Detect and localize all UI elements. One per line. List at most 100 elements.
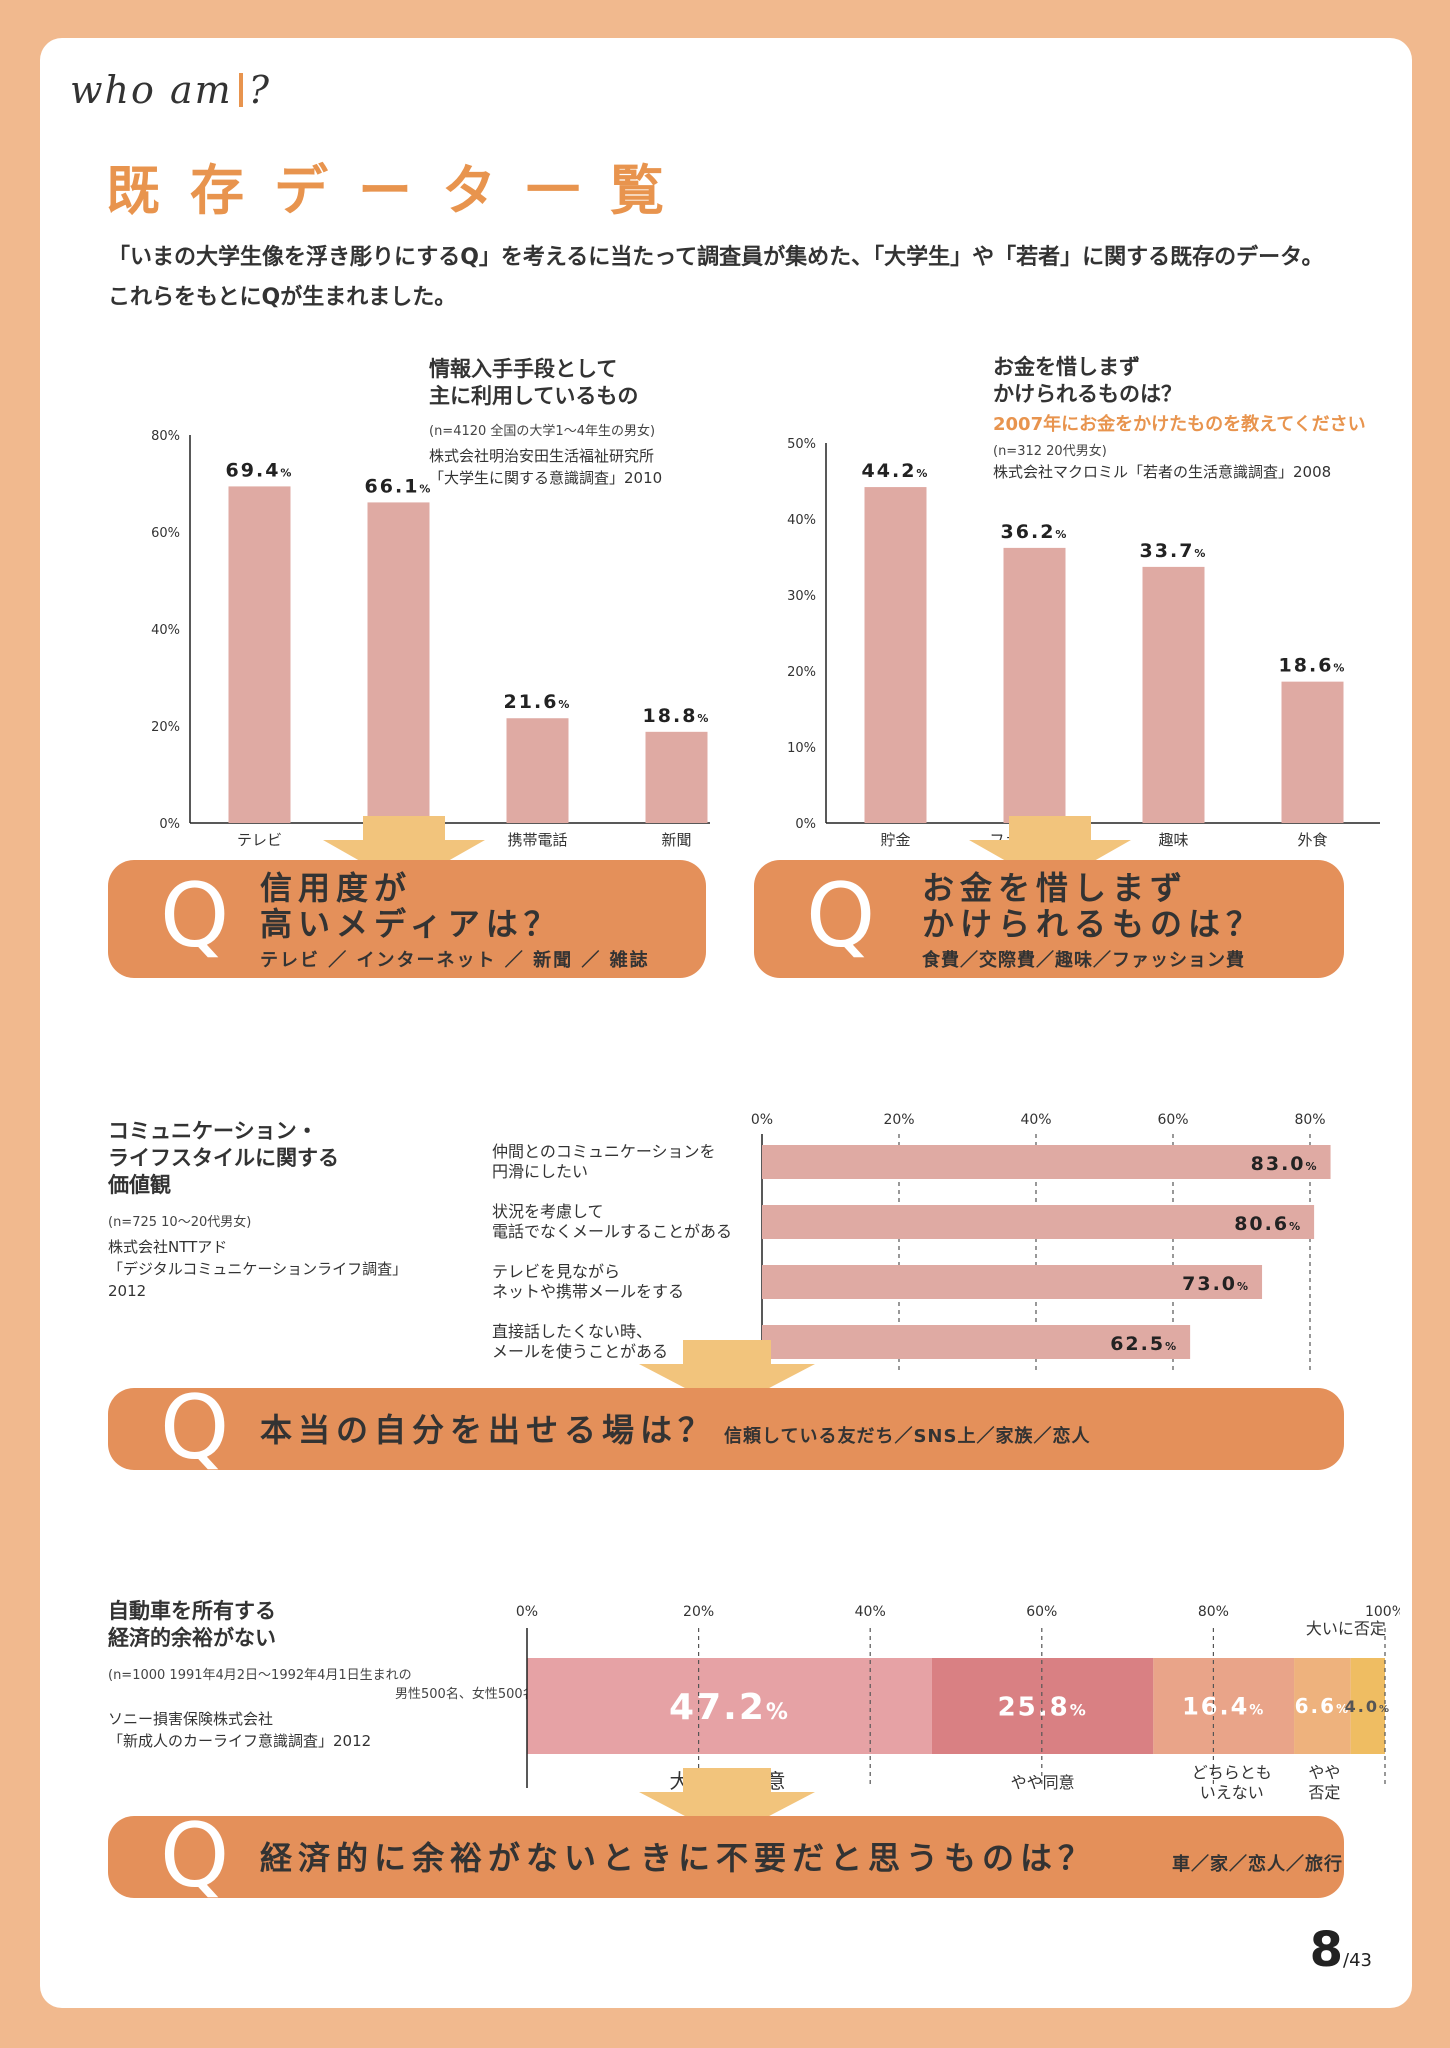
segment-label: やや同意	[1011, 1773, 1075, 1792]
chart4-sample-1: (n=1000 1991年4月2日〜1992年4月1日生まれの	[108, 1668, 412, 1683]
y-tick-label: 50%	[787, 437, 816, 452]
chart-money-spend: 0%10%20%30%40%50%44.2%貯金36.2%ファッション33.7%…	[787, 437, 1380, 849]
value-label: 44.2%	[862, 460, 930, 482]
chart2-title-1: お金を惜しまず	[993, 355, 1140, 379]
chart3-title-3: 価値観	[108, 1173, 171, 1197]
category-label: ネットや携帯メールをする	[492, 1282, 684, 1301]
x-tick-label: 80%	[1294, 1112, 1325, 1128]
x-tick-label: 0%	[751, 1112, 773, 1128]
chart3-source-2: 「デジタルコミュニケーションライフ調査」	[108, 1260, 408, 1278]
segment-label: いえない	[1200, 1783, 1264, 1802]
chart4-title-1: 自動車を所有する	[108, 1599, 276, 1623]
category-label: 直接話したくない時、	[492, 1322, 652, 1341]
y-tick-label: 20%	[787, 665, 816, 680]
bar	[762, 1145, 1331, 1179]
chart3-source-3: 2012	[108, 1282, 147, 1300]
q1-options: テレビ ／ インターネット ／ 新聞 ／ 雑誌	[260, 950, 650, 971]
category-label: メールを使うことがある	[492, 1342, 668, 1361]
x-tick-label: 80%	[1198, 1604, 1229, 1620]
x-tick-label: 20%	[883, 1112, 914, 1128]
page-title: 既存データ一覧	[106, 159, 694, 222]
value-label: 83.0%	[1251, 1153, 1319, 1175]
value-label: 66.1%	[365, 475, 433, 497]
bar	[762, 1205, 1315, 1239]
category-label: テレビを見ながら	[492, 1262, 620, 1281]
x-tick-label: 趣味	[1158, 831, 1188, 849]
q4-main: 経済的に余裕がないときに不要だと思うものは？	[260, 1839, 1097, 1877]
value-label: 4.0%	[1345, 1697, 1391, 1716]
chart2-source: 株式会社マクロミル「若者の生活意識調査」2008	[993, 463, 1332, 481]
x-tick-label: 0%	[516, 1604, 538, 1620]
question-box-1: Q 信用度が 高いメディアは？ テレビ ／ インターネット ／ 新聞 ／ 雑誌	[108, 860, 706, 978]
y-tick-label: 80%	[151, 429, 180, 444]
segment-label: 否定	[1308, 1783, 1340, 1802]
bar-segment	[1350, 1658, 1385, 1754]
value-label: 47.2%	[669, 1687, 790, 1728]
value-label: 69.4%	[226, 459, 294, 481]
chart4-caption: 自動車を所有する 経済的余裕がない (n=1000 1991年4月2日〜1992…	[108, 1598, 541, 1752]
x-tick-label: テレビ	[237, 831, 282, 849]
q3-options: 信頼している友だち／SNS上／家族／恋人	[724, 1426, 1091, 1447]
who-am-i-logo: who am?	[70, 68, 272, 112]
x-tick-label: 40%	[855, 1604, 886, 1620]
y-tick-label: 40%	[787, 513, 816, 528]
value-label: 18.6%	[1279, 655, 1347, 677]
bar	[645, 731, 708, 823]
chart4-source-1: ソニー損害保険株式会社	[108, 1710, 274, 1728]
bar	[1142, 566, 1205, 823]
bar	[1003, 547, 1066, 823]
value-label: 25.8%	[998, 1692, 1088, 1722]
page: who am? 既存データ一覧 「いまの大学生像を浮き彫りにするQ」を考えるに当…	[40, 38, 1412, 2008]
arrow-down-icon	[323, 816, 485, 886]
chart2-caption: お金を惜しまず かけられるものは？ 2007年にお金をかけたものを教えてください…	[993, 354, 1366, 483]
intro-text: 「いまの大学生像を浮き彫りにするQ」を考えるに当たって調査員が集めた、「大学生」…	[108, 238, 1368, 318]
chart1-title-2: 主に利用しているもの	[429, 384, 639, 408]
q2-options: 食費／交際費／趣味／ファッション費	[922, 950, 1245, 971]
chart2-subtitle: 2007年にお金をかけたものを教えてください	[993, 414, 1366, 435]
q4-options: 車／家／恋人／旅行	[1172, 1854, 1343, 1875]
question-box-3: Q 本当の自分を出せる場は？ 信頼している友だち／SNS上／家族／恋人	[108, 1376, 1344, 1479]
chart1-sample: (n=4120 全国の大学1〜4年生の男女)	[429, 424, 656, 439]
bar	[367, 502, 430, 823]
y-tick-label: 20%	[151, 720, 180, 735]
chart1-source-2: 「大学生に関する意識調査」2010	[429, 469, 663, 487]
chart-car-ownership: 47.2% 25.8% 16.4% 6.6%4.0% 0% 20% 40% 60% 80% 100…	[516, 1604, 1400, 1802]
y-tick-label: 40%	[151, 623, 180, 638]
q-letter: Q	[806, 864, 876, 967]
chart4-title-2: 経済的余裕がない	[108, 1626, 276, 1650]
chart1-title-1: 情報入手手段として	[429, 357, 618, 381]
chart2-sample: (n=312 20代男女)	[993, 444, 1107, 459]
arrow-down-icon	[969, 816, 1131, 886]
q1-line1: 信用度が	[260, 869, 413, 907]
q-letter: Q	[160, 864, 230, 967]
x-tick-label: 新聞	[661, 831, 691, 849]
question-box-4: Q 経済的に余裕がないときに不要だと思うものは？ 車／家／恋人／旅行	[108, 1804, 1344, 1907]
q2-line1: お金を惜しまず	[922, 869, 1189, 907]
chart1-caption: 情報入手手段として 主に利用しているもの (n=4120 全国の大学1〜4年生の…	[429, 356, 662, 489]
chart3-sample: (n=725 10〜20代男女)	[108, 1215, 252, 1230]
bar	[506, 718, 569, 823]
bar	[1281, 681, 1344, 823]
y-tick-label: 0%	[795, 817, 816, 832]
intro-line-1: 「いまの大学生像を浮き彫りにするQ」を考えるに当たって調査員が集めた、「大学生」…	[108, 245, 1324, 270]
chart3-title-2: ライフスタイルに関する	[108, 1146, 339, 1170]
category-label: 電話でなくメールすることがある	[492, 1222, 732, 1241]
value-label: 36.2%	[1001, 521, 1069, 543]
y-tick-label: 30%	[787, 589, 816, 604]
segment-label: どちらとも	[1192, 1763, 1272, 1782]
category-label: 円滑にしたい	[492, 1162, 588, 1181]
category-label: 状況を考慮して	[492, 1202, 604, 1221]
y-tick-label: 10%	[787, 741, 816, 756]
arrow-down-icon	[639, 1768, 815, 1838]
value-label: 21.6%	[504, 691, 572, 713]
x-tick-label: 貯金	[880, 831, 910, 849]
chart1-source-1: 株式会社明治安田生活福祉研究所	[429, 447, 655, 465]
category-label: 仲間とのコミュニケーションを	[492, 1142, 716, 1161]
x-tick-label: 100%	[1365, 1604, 1400, 1620]
bar-segment	[1294, 1658, 1351, 1754]
bar	[762, 1325, 1191, 1359]
q1-line2: 高いメディアは？	[260, 905, 562, 943]
q3-main: 本当の自分を出せる場は？	[260, 1411, 717, 1449]
segment-label: 大いに否定	[1306, 1619, 1386, 1638]
chart3-source-1: 株式会社NTTアド	[108, 1238, 228, 1256]
